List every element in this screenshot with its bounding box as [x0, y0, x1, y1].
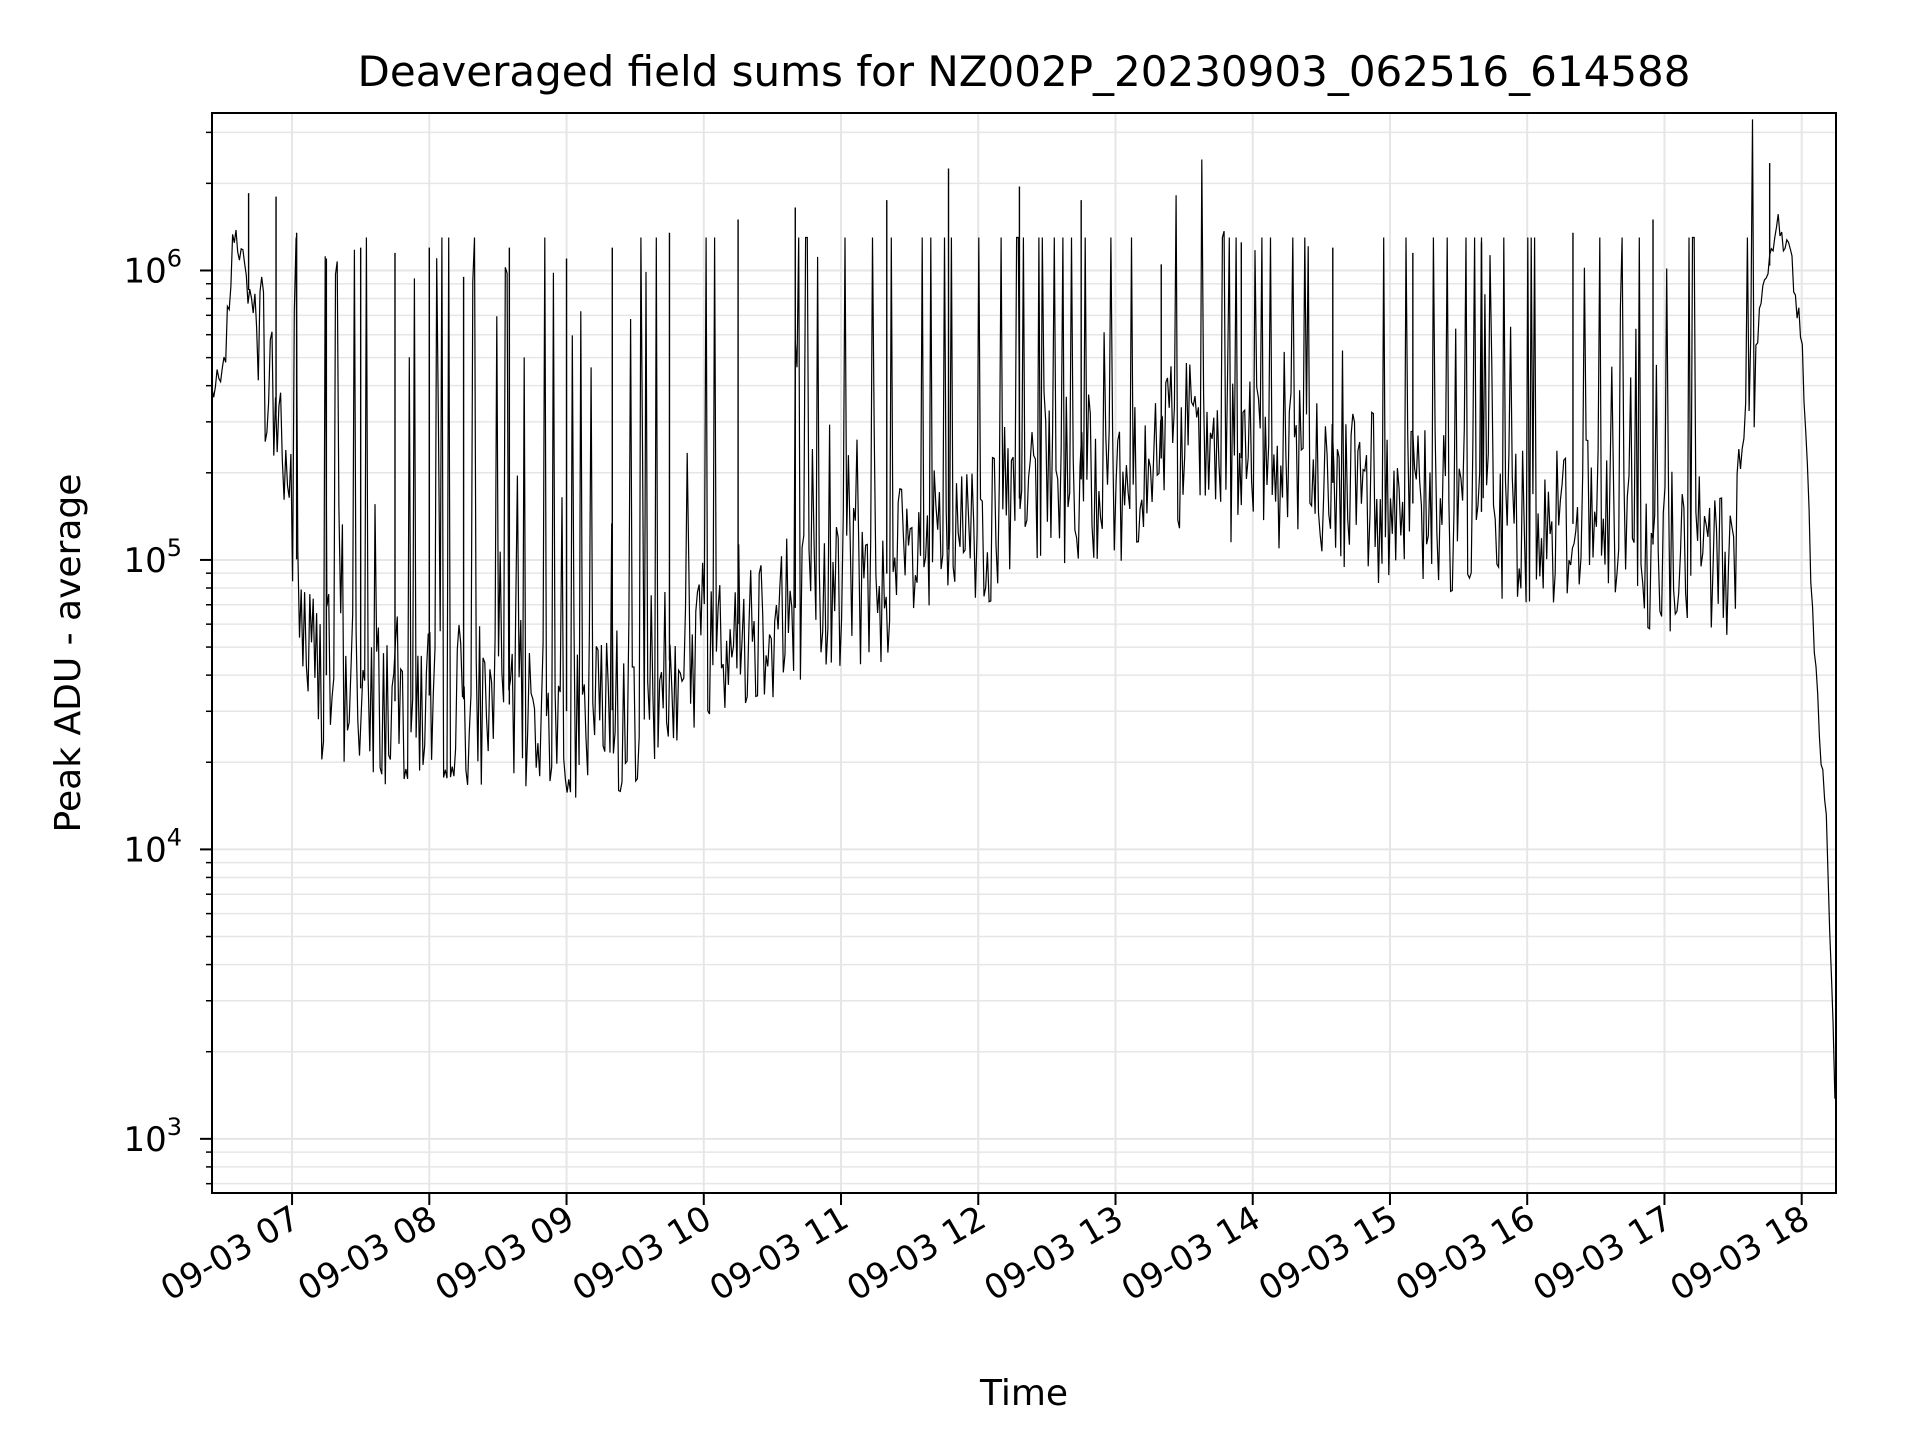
plot-area — [211, 119, 1836, 1099]
x-axis-label: Time — [979, 1373, 1068, 1414]
data-series-line — [211, 119, 1836, 1099]
axes-frame — [211, 112, 1837, 1194]
chart-title: Deaveraged field sums for NZ002P_2023090… — [358, 47, 1691, 96]
y-tick-label: 103 — [123, 1113, 182, 1160]
y-tick-label: 104 — [123, 823, 182, 870]
y-axis-label: Peak ADU - average — [48, 474, 89, 833]
